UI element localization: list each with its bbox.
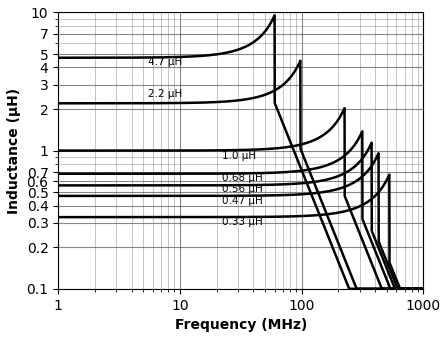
Text: 0.33 μH: 0.33 μH (222, 217, 263, 227)
Text: 0.68 μH: 0.68 μH (222, 173, 263, 183)
Y-axis label: Inductance (μH): Inductance (μH) (7, 87, 21, 214)
Text: 2.2 μH: 2.2 μH (148, 89, 183, 99)
Text: 1.0 μH: 1.0 μH (222, 151, 256, 161)
Text: 0.56 μH: 0.56 μH (222, 184, 263, 194)
X-axis label: Frequency (MHz): Frequency (MHz) (175, 318, 307, 332)
Text: 0.47 μH: 0.47 μH (222, 196, 263, 205)
Text: 4.7 μH: 4.7 μH (148, 57, 183, 67)
